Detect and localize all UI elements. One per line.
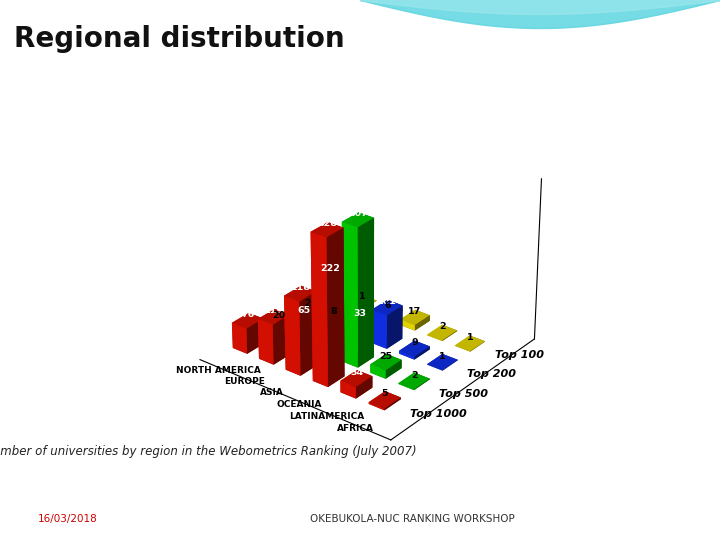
Text: Number of universities by region in the Webometrics Ranking (July 2007): Number of universities by region in the … xyxy=(0,445,416,458)
Text: OKEBUKOLA-NUC RANKING WORKSHOP: OKEBUKOLA-NUC RANKING WORKSHOP xyxy=(310,514,515,524)
Text: 16/03/2018: 16/03/2018 xyxy=(38,514,98,524)
Text: Regional distribution: Regional distribution xyxy=(14,25,345,53)
